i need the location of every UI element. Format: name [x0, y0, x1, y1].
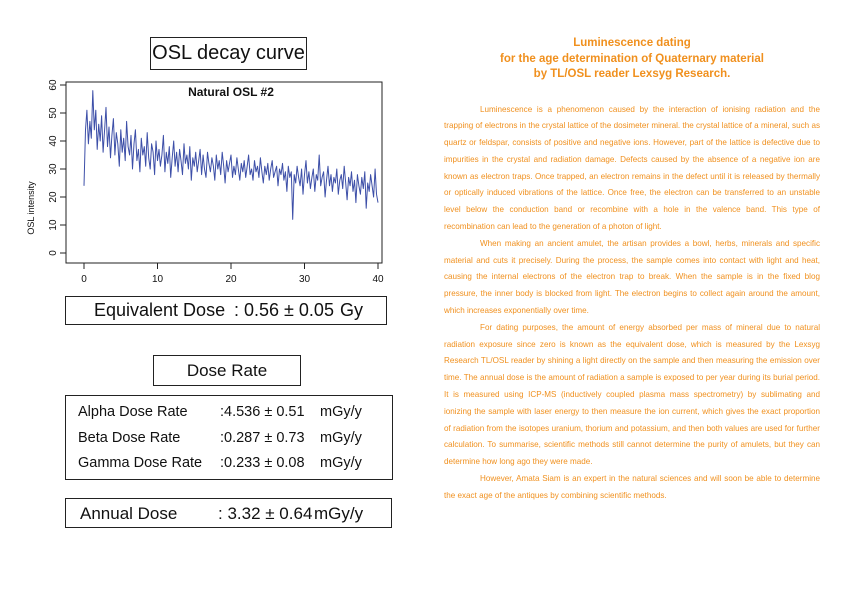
x-tick-label: 0 — [81, 274, 87, 285]
article-paragraph: Luminescence is a phenomenon caused by t… — [444, 104, 820, 232]
article-heading-line: Luminescence dating — [573, 37, 691, 49]
equivalent-dose-value: : 0.56 ± 0.05 — [234, 300, 334, 320]
alpha-dose-rate-value: :4.536 ± 0.51 — [220, 404, 305, 420]
dose-rate-table: Alpha Dose Rate :4.536 ± 0.51 mGy/y Beta… — [65, 395, 393, 480]
equivalent-dose-box: Equivalent Dose : 0.56 ± 0.05 Gy — [65, 296, 387, 325]
annual-dose-unit: mGy/y — [314, 504, 364, 523]
article-column: Luminescence dating for the age determin… — [444, 36, 820, 505]
osl-decay-chart: Natural OSL #2 OSL intensity 0 10 20 30 40 50… — [26, 79, 384, 285]
x-axis: 0 10 20 30 40 — [81, 262, 384, 285]
osl-decay-curve-title: OSL decay curve — [150, 37, 307, 70]
article-heading-line: for the age determination of Quaternary … — [500, 52, 764, 65]
beta-dose-rate-label: Beta Dose Rate — [78, 430, 181, 446]
beta-dose-rate-value: :0.287 ± 0.73 — [220, 430, 305, 446]
article-body: Luminescence is a phenomenon caused by t… — [444, 102, 820, 505]
alpha-dose-rate-unit: mGy/y — [320, 404, 362, 420]
annual-dose-label: Annual Dose — [80, 504, 178, 523]
equivalent-dose-label: Equivalent Dose — [94, 300, 226, 320]
x-tick-label: 40 — [372, 274, 384, 285]
article-heading: Luminescence dating for the age determin… — [444, 36, 820, 83]
article-heading-line: by TL/OSL reader Lexsyg Research. — [533, 68, 731, 80]
y-tick-label: 30 — [48, 163, 59, 175]
annual-dose-box: Annual Dose : 3.32 ± 0.64 mGy/y — [65, 498, 392, 528]
dose-rate-title-text: Dose Rate — [186, 360, 268, 380]
article-paragraph: For dating purposes, the amount of energ… — [444, 322, 820, 467]
y-tick-label: 20 — [48, 191, 59, 203]
article-paragraph: However, Amata Siam is an expert in the … — [444, 474, 820, 500]
gamma-dose-rate-label: Gamma Dose Rate — [78, 455, 203, 471]
x-tick-label: 10 — [152, 274, 164, 285]
gamma-dose-rate-unit: mGy/y — [320, 455, 362, 471]
annual-dose-value: : 3.32 ± 0.64 — [218, 504, 313, 523]
y-tick-label: 50 — [48, 107, 59, 119]
alpha-dose-rate-label: Alpha Dose Rate — [78, 404, 188, 420]
x-tick-label: 20 — [225, 274, 237, 285]
beta-dose-rate-unit: mGy/y — [320, 430, 362, 446]
gamma-dose-rate-value: :0.233 ± 0.08 — [220, 455, 305, 471]
article-paragraph: When making an ancient amulet, the artis… — [444, 238, 820, 316]
osl-decay-curve-title-text: OSL decay curve — [152, 42, 305, 64]
y-axis-label: OSL intensity — [26, 181, 36, 235]
y-tick-label: 60 — [48, 79, 59, 91]
chart-title: Natural OSL #2 — [188, 85, 274, 99]
y-tick-label: 10 — [48, 219, 59, 231]
dose-rate-title: Dose Rate — [153, 355, 301, 386]
y-axis: 0 10 20 30 40 50 60 — [48, 79, 67, 256]
osl-series-line — [83, 90, 379, 220]
y-tick-label: 40 — [48, 135, 59, 147]
y-tick-label: 0 — [48, 250, 59, 256]
equivalent-dose-unit: Gy — [340, 300, 364, 320]
x-tick-label: 30 — [299, 274, 311, 285]
